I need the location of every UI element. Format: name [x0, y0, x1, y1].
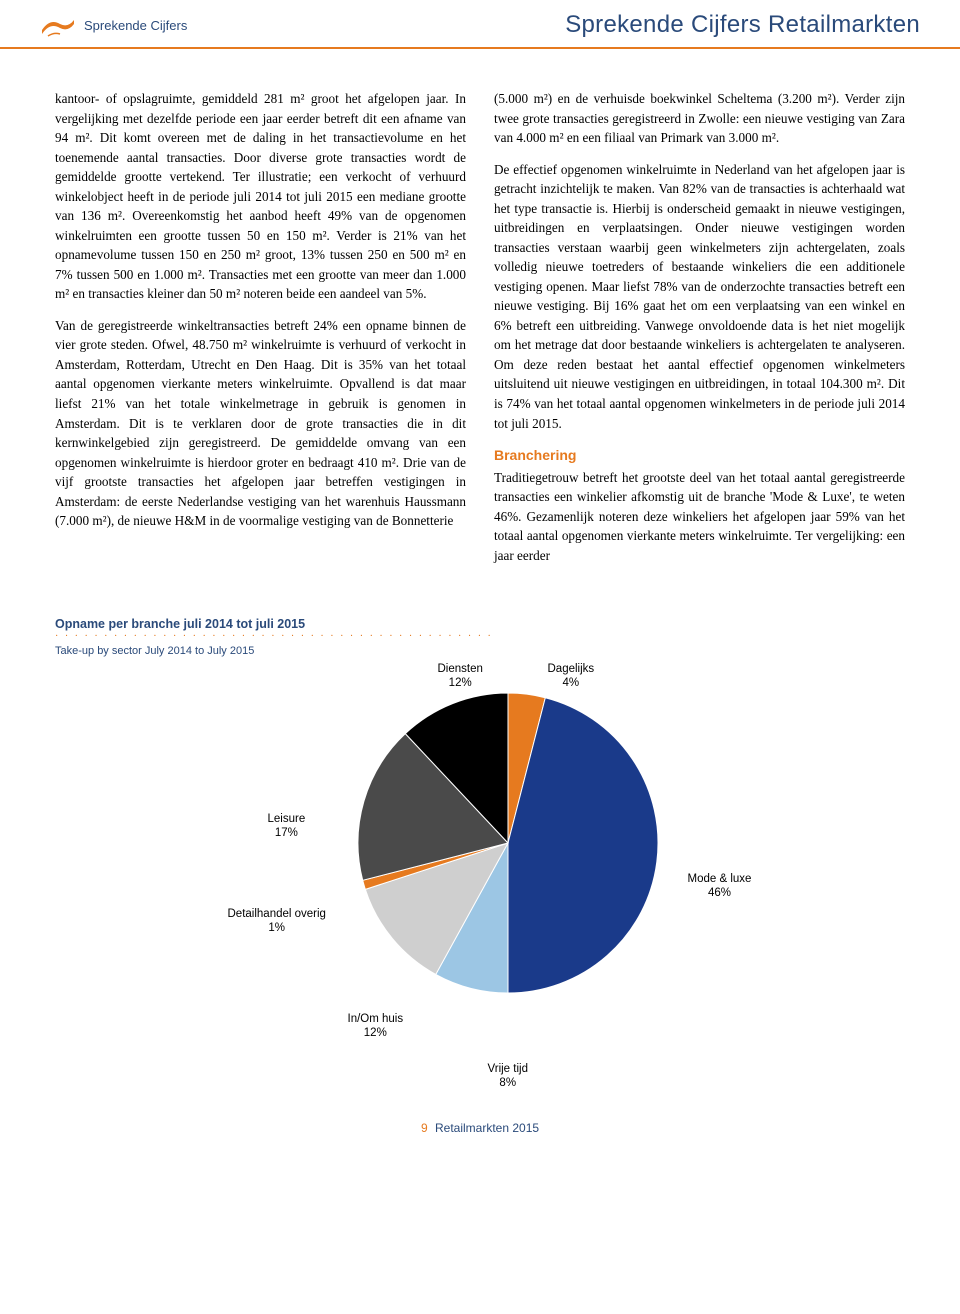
- pie-svg: [358, 693, 658, 993]
- pie-label: Leisure17%: [268, 813, 306, 841]
- chart-title-en: Take-up by sector July 2014 to July 2015: [55, 645, 960, 657]
- content: kantoor- of opslagruimte, gemiddeld 281 …: [0, 49, 960, 597]
- dotted-rule: · · · · · · · · · · · · · · · · · · · · …: [55, 633, 960, 641]
- left-column: kantoor- of opslagruimte, gemiddeld 281 …: [55, 89, 466, 577]
- two-column-layout: kantoor- of opslagruimte, gemiddeld 281 …: [55, 89, 905, 577]
- page-footer: 9 Retailmarkten 2015: [0, 1103, 960, 1161]
- body-paragraph: (5.000 m²) en de verhuisde boekwinkel Sc…: [494, 89, 905, 148]
- chart-title-nl: Opname per branche juli 2014 tot juli 20…: [55, 617, 960, 631]
- footer-text: Retailmarkten 2015: [435, 1121, 539, 1135]
- logo-text: Sprekende Cijfers: [84, 18, 187, 33]
- pie-chart: Dagelijks4% Mode & luxe46% Vrije tijd8% In/…: [208, 663, 808, 1103]
- page-header: Sprekende Cijfers Sprekende Cijfers Reta…: [0, 0, 960, 47]
- body-paragraph: kantoor- of opslagruimte, gemiddeld 281 …: [55, 89, 466, 304]
- pie-label: Diensten12%: [438, 663, 483, 691]
- page-title: Sprekende Cijfers Retailmarkten: [565, 11, 920, 39]
- chart-section: Opname per branche juli 2014 tot juli 20…: [0, 617, 960, 1103]
- body-paragraph: De effectief opgenomen winkelruimte in N…: [494, 160, 905, 433]
- pie-label: Mode & luxe46%: [688, 873, 752, 901]
- right-column: (5.000 m²) en de verhuisde boekwinkel Sc…: [494, 89, 905, 577]
- body-paragraph: Van de geregistreerde winkeltransacties …: [55, 316, 466, 531]
- page-number: 9: [421, 1121, 428, 1135]
- pie-label: Vrije tijd8%: [488, 1063, 528, 1091]
- section-heading: Branchering: [494, 445, 905, 466]
- logo: Sprekende Cijfers: [40, 10, 187, 40]
- pie-label: In/Om huis12%: [348, 1013, 404, 1041]
- logo-icon: [40, 10, 76, 40]
- pie-label: Detailhandel overig1%: [228, 908, 326, 936]
- pie-label: Dagelijks4%: [548, 663, 595, 691]
- body-paragraph: Traditiegetrouw betreft het grootste dee…: [494, 468, 905, 566]
